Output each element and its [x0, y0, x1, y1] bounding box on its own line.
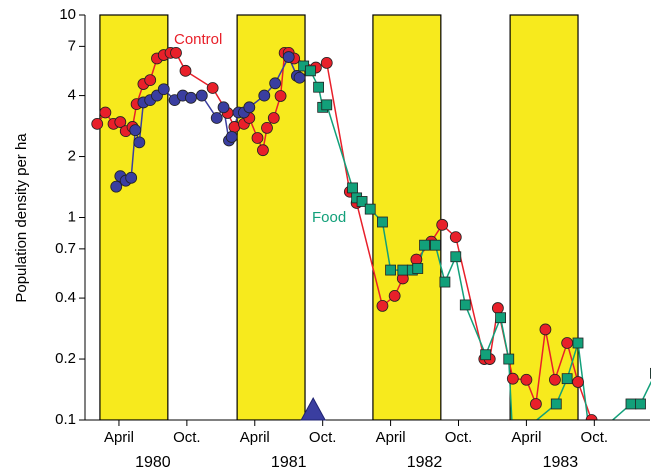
annotation: Food	[312, 209, 346, 226]
y-tick-label: 1	[68, 208, 76, 225]
marker	[257, 144, 269, 157]
x-tick-label: Oct.	[581, 429, 609, 446]
marker	[157, 83, 170, 96]
marker	[436, 218, 449, 231]
marker	[258, 89, 271, 102]
x-tick-label: Oct.	[445, 429, 473, 446]
marker	[243, 101, 256, 114]
marker	[293, 71, 306, 84]
marker	[549, 373, 561, 386]
marker	[459, 299, 471, 311]
marker	[356, 196, 368, 207]
marker	[133, 136, 146, 149]
marker	[125, 171, 138, 184]
marker	[364, 203, 376, 215]
x-tick-label: April	[104, 429, 134, 446]
marker	[110, 180, 123, 193]
marker	[251, 132, 264, 144]
marker	[388, 290, 401, 302]
marker	[439, 276, 451, 288]
year-label: 1983	[543, 454, 579, 471]
marker	[572, 337, 584, 349]
marker	[282, 51, 295, 63]
marker	[561, 373, 573, 385]
marker	[480, 349, 492, 361]
marker	[491, 302, 504, 314]
marker	[185, 91, 197, 104]
marker	[217, 101, 230, 114]
marker	[261, 121, 273, 134]
marker	[170, 46, 182, 59]
marker	[320, 57, 333, 69]
marker	[550, 398, 562, 410]
year-label: 1980	[135, 454, 171, 471]
marker	[449, 231, 462, 244]
marker	[195, 89, 208, 102]
marker	[625, 398, 637, 410]
marker	[225, 131, 238, 143]
marker	[114, 116, 127, 128]
marker	[206, 82, 219, 94]
marker	[450, 251, 462, 263]
y-tick-label: 4	[68, 87, 76, 104]
marker	[377, 216, 388, 228]
y-axis-label: Population density per ha	[13, 133, 30, 303]
marker	[506, 372, 519, 385]
marker	[539, 323, 552, 336]
marker	[520, 373, 533, 386]
marker	[129, 124, 142, 137]
year-label: 1982	[407, 454, 443, 471]
marker	[385, 264, 396, 276]
marker	[91, 117, 104, 130]
data-layer	[91, 46, 651, 420]
x-tick-label: Oct.	[173, 429, 201, 446]
marker	[144, 74, 157, 87]
marker	[635, 398, 646, 410]
marker	[430, 239, 441, 251]
marker	[412, 263, 424, 274]
marker	[650, 367, 651, 379]
marker	[267, 112, 280, 124]
marker	[561, 337, 574, 349]
marker	[572, 376, 584, 388]
annotation: Control	[174, 31, 222, 48]
year-label: 1981	[271, 454, 307, 471]
y-tick-label: 10	[59, 6, 76, 23]
y-tick-label: 7	[68, 37, 76, 54]
x-tick-label: April	[511, 429, 541, 446]
marker	[585, 414, 598, 420]
marker	[321, 99, 333, 111]
marker	[376, 299, 389, 312]
marker	[99, 106, 112, 119]
y-tick-label: 0.1	[55, 411, 76, 428]
x-tick-label: April	[240, 429, 270, 446]
marker	[313, 81, 325, 93]
marker	[269, 77, 282, 90]
arrow-marker	[300, 396, 327, 421]
marker	[347, 182, 358, 194]
y-tick-label: 0.7	[55, 240, 76, 257]
x-tick-label: Oct.	[309, 429, 337, 446]
marker	[503, 353, 515, 365]
series-line	[303, 65, 651, 420]
x-tick-label: April	[376, 429, 406, 446]
axes-layer: 0.1 0.2 0.4 0.7 1 2 4 7 10 April Oct. April Oct. Apri…	[55, 6, 650, 471]
marker	[495, 312, 507, 324]
marker	[179, 64, 192, 77]
marker	[397, 264, 409, 276]
shaded-period	[99, 14, 169, 420]
y-tick-label: 0.2	[55, 350, 76, 367]
marker	[530, 398, 542, 410]
y-tick-label: 2	[68, 148, 76, 165]
marker	[419, 239, 430, 251]
y-tick-label: 0.4	[55, 289, 76, 306]
marker	[210, 112, 223, 124]
marker	[274, 90, 287, 102]
shaded-period	[509, 14, 579, 420]
marker	[305, 65, 316, 77]
